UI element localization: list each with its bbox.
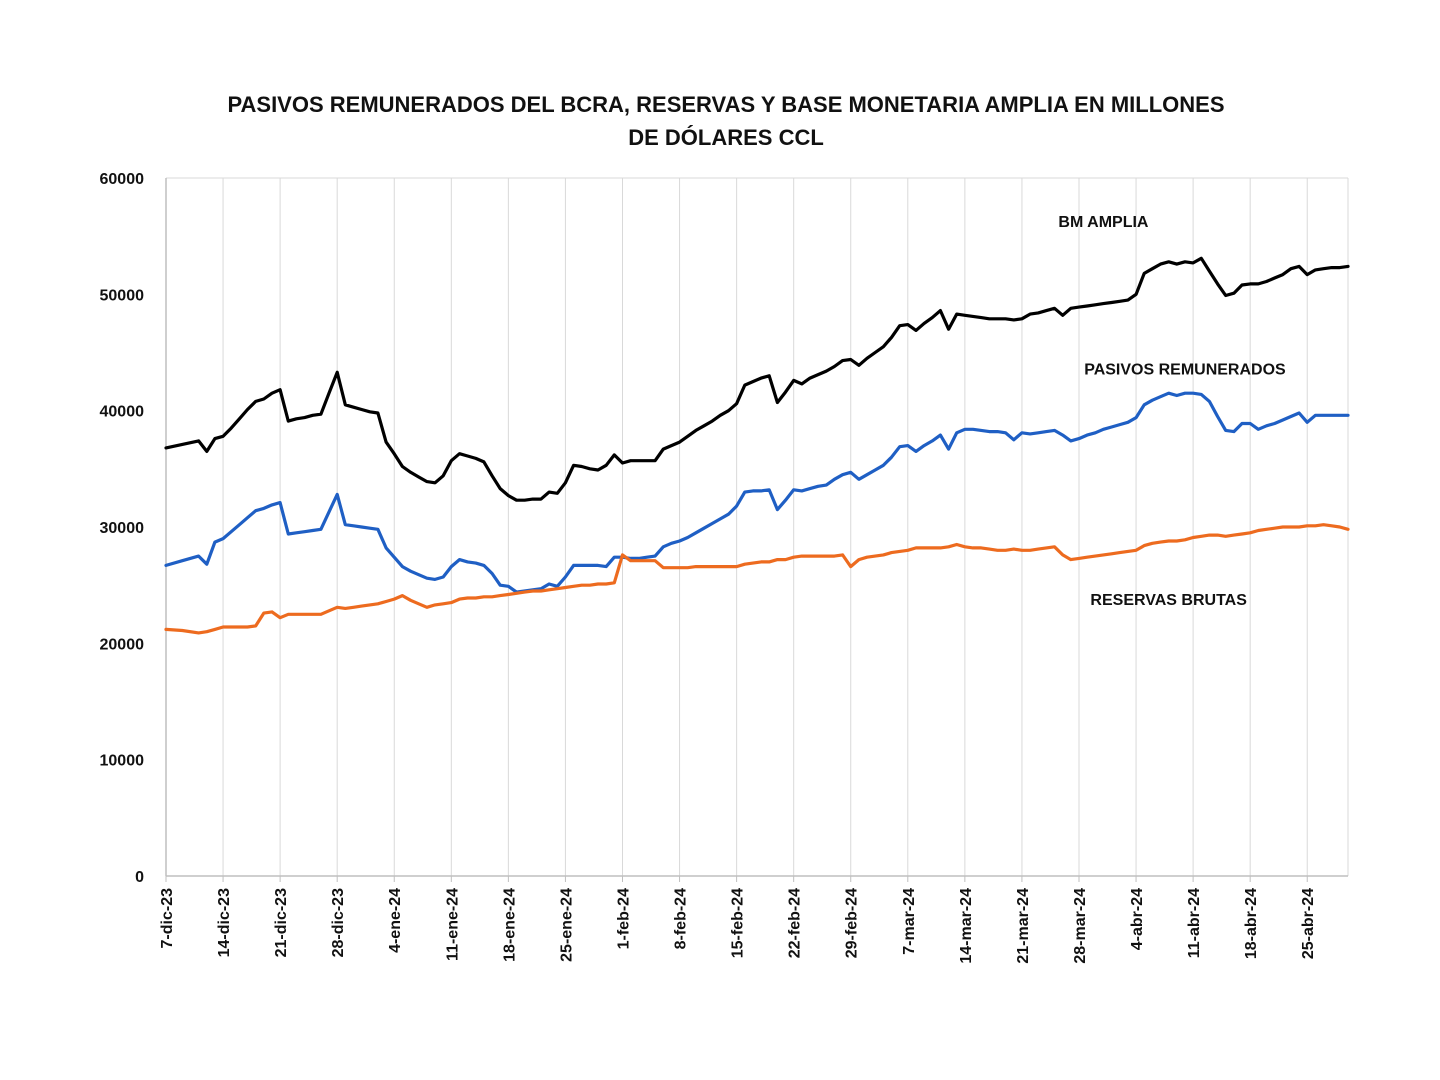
x-tick-label: 18-ene-24 <box>501 888 518 962</box>
x-tick-label: 1-feb-24 <box>615 888 632 949</box>
x-tick-label: 29-feb-24 <box>844 888 861 958</box>
x-tick-label: 21-mar-24 <box>1015 888 1032 964</box>
y-tick-label: 60000 <box>100 171 145 188</box>
x-tick-label: 28-dic-23 <box>330 888 347 957</box>
x-tick-label: 21-dic-23 <box>273 888 290 957</box>
x-tick-label: 4-ene-24 <box>387 888 404 953</box>
pasivos-remunerados-line <box>164 391 1350 594</box>
x-tick-label: 11-abr-24 <box>1186 888 1203 958</box>
x-tick-label: 14-mar-24 <box>958 888 975 964</box>
x-tick-label: 7-mar-24 <box>901 888 918 955</box>
x-tick-label: 25-ene-24 <box>558 888 575 962</box>
y-tick-label: 0 <box>135 869 144 886</box>
reservas-brutas-line <box>164 523 1350 635</box>
x-tick-label: 28-mar-24 <box>1072 888 1089 964</box>
x-tick-label: 15-feb-24 <box>730 888 747 958</box>
x-tick-label: 22-feb-24 <box>787 888 804 958</box>
x-tick-label: 8-feb-24 <box>673 888 690 949</box>
series-label-bm-amplia: BM AMPLIA <box>1058 214 1149 231</box>
chart-title-line-2: DE DÓLARES CCL <box>628 125 824 150</box>
x-tick-label: 18-abr-24 <box>1243 888 1260 959</box>
series-label-reservas-brutas: RESERVAS BRUTAS <box>1090 592 1247 609</box>
x-tick-label: 25-abr-24 <box>1300 888 1317 959</box>
x-tick-label: 14-dic-23 <box>216 888 233 957</box>
y-tick-label: 40000 <box>100 404 145 421</box>
chart-title-line-1: PASIVOS REMUNERADOS DEL BCRA, RESERVAS Y… <box>227 92 1225 117</box>
bm-amplia-line <box>164 256 1350 502</box>
y-tick-label: 50000 <box>100 287 145 304</box>
y-tick-label: 30000 <box>100 520 145 537</box>
y-tick-label: 20000 <box>100 636 145 653</box>
x-tick-label: 11-ene-24 <box>444 888 461 961</box>
x-tick-label: 4-abr-24 <box>1129 888 1146 950</box>
x-tick-label: 7-dic-23 <box>159 888 176 949</box>
series-label-pasivos-remunerados: PASIVOS REMUNERADOS <box>1084 362 1286 379</box>
gridlines <box>165 177 1349 876</box>
chart-title: PASIVOS REMUNERADOS DEL BCRA, RESERVAS Y… <box>0 88 1440 154</box>
y-tick-label: 10000 <box>100 753 145 770</box>
